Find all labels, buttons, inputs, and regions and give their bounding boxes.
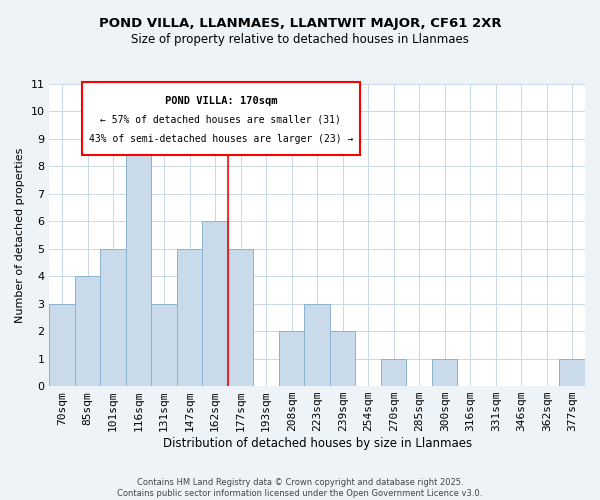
Text: 43% of semi-detached houses are larger (23) →: 43% of semi-detached houses are larger (… <box>89 134 353 144</box>
Text: Contains HM Land Registry data © Crown copyright and database right 2025.
Contai: Contains HM Land Registry data © Crown c… <box>118 478 482 498</box>
Bar <box>100 249 126 386</box>
Bar <box>381 358 406 386</box>
Bar <box>177 249 202 386</box>
Bar <box>202 222 228 386</box>
Text: ← 57% of detached houses are smaller (31): ← 57% of detached houses are smaller (31… <box>100 114 341 124</box>
Bar <box>228 249 253 386</box>
Bar <box>304 304 330 386</box>
Bar <box>279 331 304 386</box>
Bar <box>559 358 585 386</box>
Bar <box>49 304 75 386</box>
Bar <box>330 331 355 386</box>
Y-axis label: Number of detached properties: Number of detached properties <box>15 148 25 322</box>
Text: POND VILLA: 170sqm: POND VILLA: 170sqm <box>164 96 277 106</box>
Text: POND VILLA, LLANMAES, LLANTWIT MAJOR, CF61 2XR: POND VILLA, LLANMAES, LLANTWIT MAJOR, CF… <box>98 18 502 30</box>
Bar <box>75 276 100 386</box>
X-axis label: Distribution of detached houses by size in Llanmaes: Distribution of detached houses by size … <box>163 437 472 450</box>
Bar <box>126 139 151 386</box>
Bar <box>151 304 177 386</box>
Text: Size of property relative to detached houses in Llanmaes: Size of property relative to detached ho… <box>131 32 469 46</box>
FancyBboxPatch shape <box>82 82 360 155</box>
Bar <box>432 358 457 386</box>
